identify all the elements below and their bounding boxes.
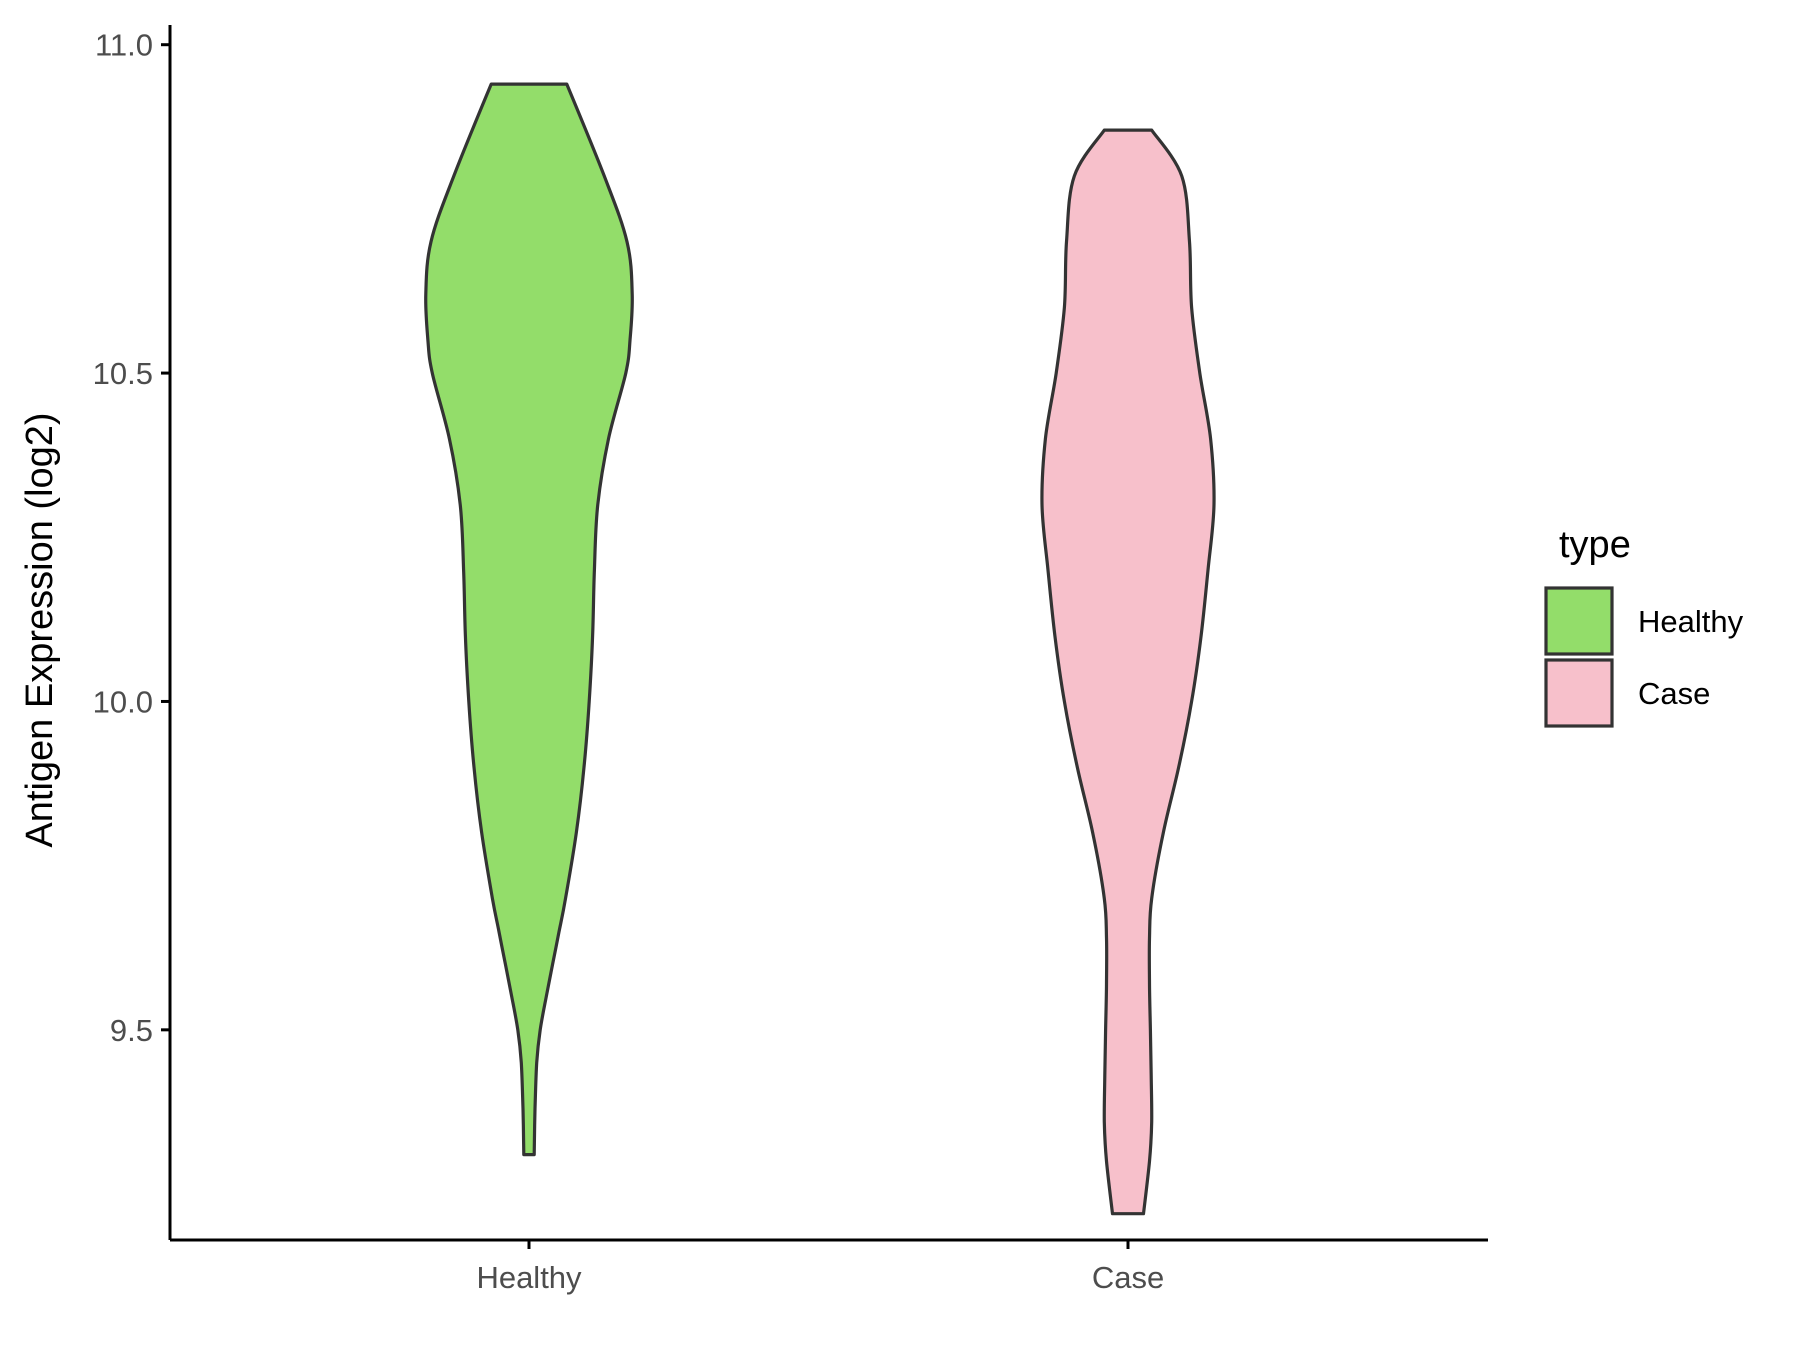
legend: type Healthy Case <box>1544 524 1744 728</box>
legend-label: Healthy <box>1638 604 1744 639</box>
legend-items: Healthy Case <box>1544 586 1744 728</box>
legend-swatch-case <box>1544 658 1614 728</box>
y-tick-label: 11.0 <box>95 28 153 63</box>
axes: 9.5 10.0 10.5 11.0 Healthy Case <box>93 25 1488 1295</box>
y-tick-label: 10.0 <box>93 684 153 719</box>
y-tick-label: 9.5 <box>110 1013 153 1048</box>
x-tick-label: Case <box>1092 1260 1164 1295</box>
violin-healthy <box>424 82 634 1157</box>
legend-swatch-healthy <box>1544 586 1614 656</box>
y-tick-label: 10.5 <box>93 356 153 391</box>
legend-label: Case <box>1638 676 1710 711</box>
x-tick-label: Healthy <box>476 1260 582 1295</box>
y-axis-title: Antigen Expression (log2) <box>19 412 61 847</box>
y-ticks: 9.5 10.0 10.5 11.0 <box>93 28 170 1048</box>
legend-title: type <box>1559 524 1631 566</box>
violin-case <box>1040 128 1216 1216</box>
x-ticks: Healthy Case <box>476 1240 1164 1295</box>
violin-layer <box>424 82 1216 1216</box>
